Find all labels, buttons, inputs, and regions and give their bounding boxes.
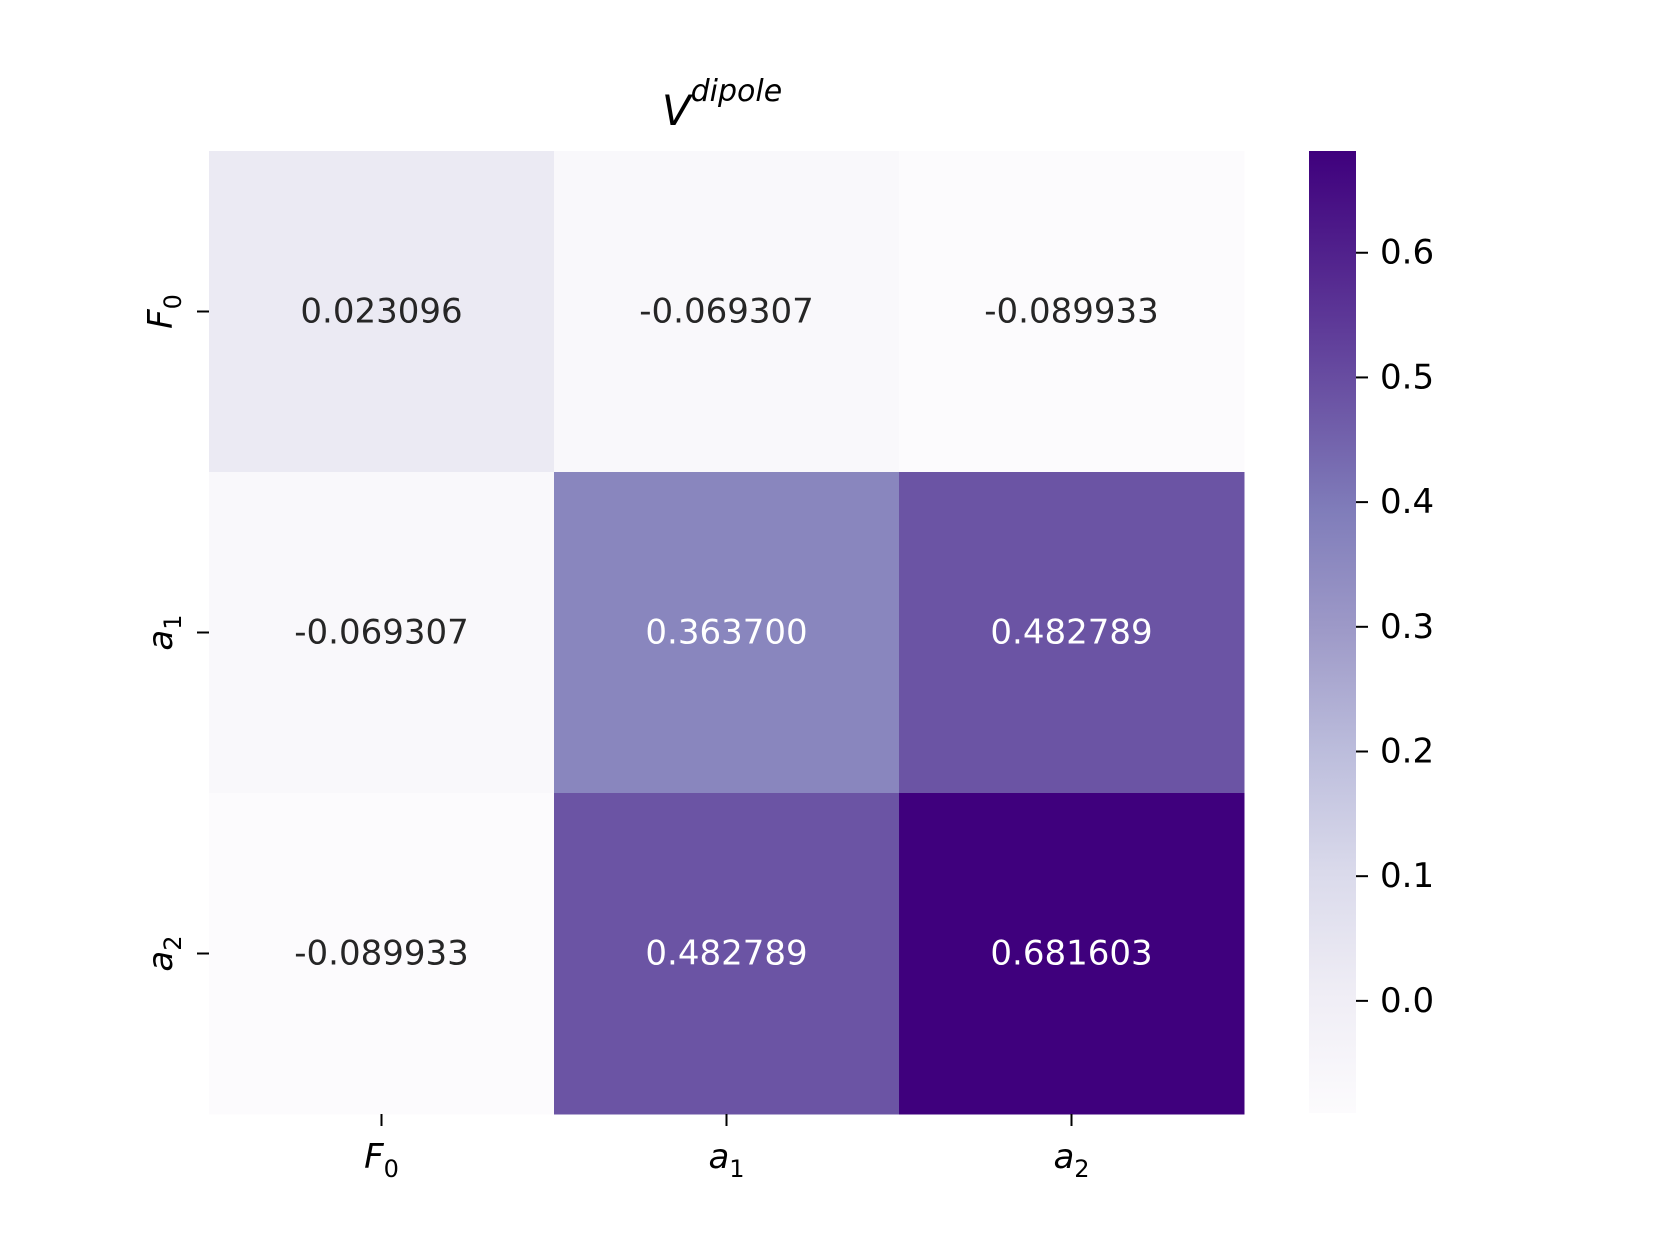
heatmap-cell-r2-c0 xyxy=(209,793,555,1115)
colorbar-tick-label-1: 0.1 xyxy=(1380,856,1434,896)
y-tick-label-1-base: a xyxy=(141,630,181,651)
cell-value-r0-c0: 0.023096 xyxy=(300,292,462,332)
heatmap-cell-r2-c2 xyxy=(899,793,1245,1115)
heatmap-cell-r0-c0 xyxy=(209,151,555,473)
colorbar-tick-label-4: 0.4 xyxy=(1380,482,1434,522)
colorbar-tick-label-3: 0.3 xyxy=(1380,607,1434,647)
x-tick-label-1: a1 xyxy=(708,1137,744,1183)
y-tick-label-0: F0 xyxy=(141,294,187,329)
cell-value-r2-c0: -0.089933 xyxy=(294,934,469,974)
cell-value-r2-c1: 0.482789 xyxy=(645,934,807,974)
y-tick-label-0-subscript: 0 xyxy=(159,294,187,309)
heatmap-cell-r2-c1 xyxy=(554,793,900,1115)
heatmap-cell-r1-c2 xyxy=(899,472,1245,794)
y-tick-label-2: a2 xyxy=(141,935,187,971)
x-tick-label-2: a2 xyxy=(1053,1137,1089,1183)
cell-value-r2-c2: 0.681603 xyxy=(990,934,1152,974)
cell-value-r1-c2: 0.482789 xyxy=(990,613,1152,653)
heatmap-cell-r0-c1 xyxy=(554,151,900,473)
heatmap-cell-r1-c1 xyxy=(554,472,900,794)
colorbar-tick-label-5: 0.5 xyxy=(1380,357,1434,397)
cell-value-r1-c0: -0.069307 xyxy=(294,613,469,653)
y-tick-label-1-subscript: 1 xyxy=(159,614,187,629)
y-tick-label-0-base: F xyxy=(141,309,181,329)
colorbar-tick-label-0: 0.0 xyxy=(1380,981,1434,1021)
cell-value-r0-c1: -0.069307 xyxy=(639,292,814,332)
x-tick-label-0-base: F xyxy=(364,1137,384,1177)
x-tick-label-2-subscript: 2 xyxy=(1074,1155,1089,1183)
y-tick-label-2-base: a xyxy=(141,951,181,972)
x-tick-label-2-base: a xyxy=(1053,1137,1074,1177)
heatmap-cells xyxy=(209,151,1245,1115)
y-tick-label-1: a1 xyxy=(141,614,187,650)
colorbar-tick-label-6: 0.6 xyxy=(1380,233,1434,273)
heatmap-cell-r0-c2 xyxy=(899,151,1245,473)
cell-value-r0-c2: -0.089933 xyxy=(984,292,1159,332)
x-tick-label-0: F0 xyxy=(364,1137,399,1183)
x-tick-label-0-subscript: 0 xyxy=(384,1155,399,1183)
heatmap-cell-labels: 0.023096 -0.069307 -0.089933 -0.069307 0.363… xyxy=(294,292,1159,974)
x-tick-label-1-subscript: 1 xyxy=(729,1155,744,1183)
colorbar-gradient xyxy=(1309,151,1356,1113)
x-tick-label-1-base: a xyxy=(708,1137,729,1177)
cell-value-r1-c1: 0.363700 xyxy=(645,613,807,653)
title-superscript: dipole xyxy=(691,74,783,109)
x-axis: F0 a1 a2 xyxy=(364,1114,1090,1183)
heatmap-cell-r1-c0 xyxy=(209,472,555,794)
y-tick-label-2-subscript: 2 xyxy=(159,935,187,950)
colorbar-tick-label-2: 0.2 xyxy=(1380,731,1434,771)
title-base: V xyxy=(662,86,694,135)
colorbar: 0.0 0.1 0.2 0.3 0.4 0.5 0.6 xyxy=(1309,151,1434,1113)
chart-title: Vdipole xyxy=(662,74,782,135)
